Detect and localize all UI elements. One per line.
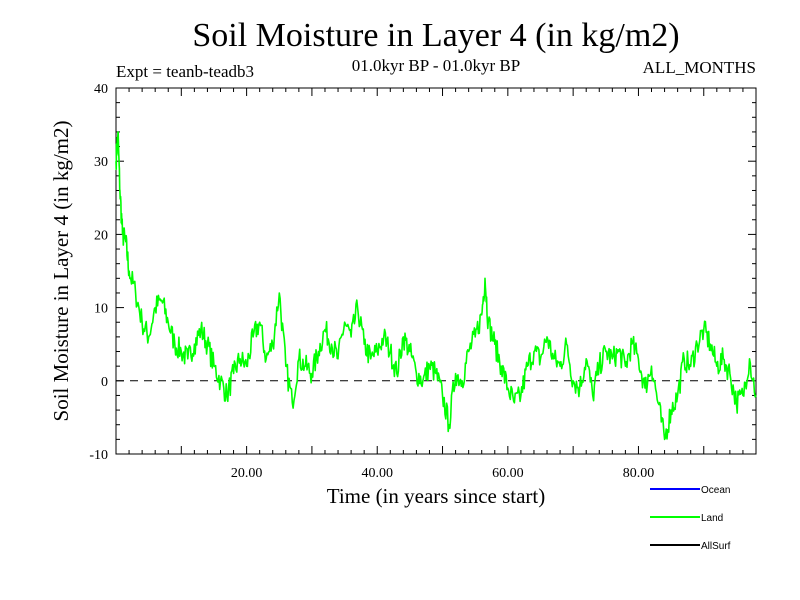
time-range-label: 01.0kyr BP - 01.0kyr BP [352,56,520,75]
y-tick-label: 10 [94,302,108,317]
x-tick-label: 20.00 [231,466,263,481]
x-tick-label: 80.00 [623,466,655,481]
x-tick-label: 40.00 [361,466,393,481]
x-axis-ticks: 20.00 40.00 60.00 80.00 [128,88,744,481]
legend-label-allsurf: AllSurf [701,541,731,552]
y-tick-label: 0 [101,375,108,390]
series-line-land [115,131,757,441]
experiment-label: Expt = teanb-teadb3 [116,62,254,81]
y-axis-label: Soil Moisture in Layer 4 (in kg/m2) [49,121,73,422]
y-tick-label: 40 [94,82,108,97]
x-axis-label: Time (in years since start) [327,484,546,508]
y-tick-label: 20 [94,228,108,243]
x-tick-label: 60.00 [492,466,524,481]
legend: Ocean Land AllSurf [650,485,731,552]
y-axis-ticks: -10 0 10 20 30 40 [89,82,756,463]
legend-label-land: Land [701,513,723,524]
series-layer [115,131,757,441]
y-tick-label: 30 [94,155,108,170]
legend-label-ocean: Ocean [701,485,730,496]
months-label: ALL_MONTHS [643,58,756,77]
chart-title: Soil Moisture in Layer 4 (in kg/m2) [192,17,679,54]
plot-frame [115,87,757,455]
y-tick-label: -10 [89,448,108,463]
